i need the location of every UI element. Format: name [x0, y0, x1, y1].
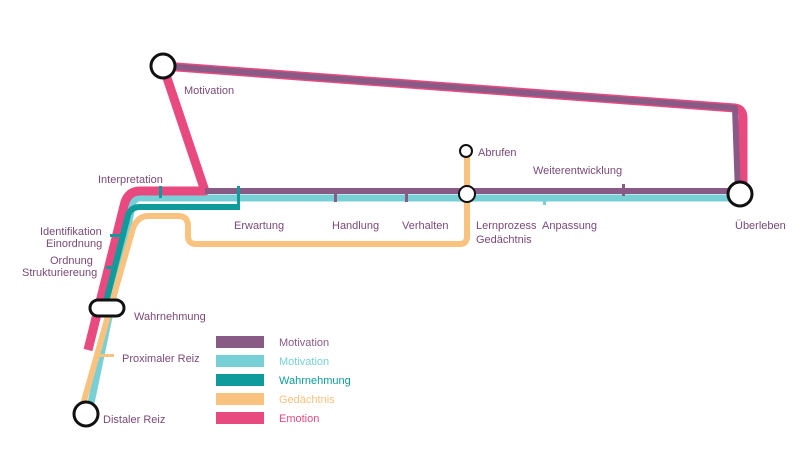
label-ordnung: Ordnung [50, 255, 93, 267]
label-wahrnehmung: Wahrnehmung [134, 311, 206, 323]
line-gedaechtnis [79, 152, 470, 409]
tick-weiterentwicklung [622, 184, 625, 196]
label-motivation: Motivation [184, 85, 234, 97]
label-anpassung: Anpassung [542, 220, 597, 232]
tick-erwartung [237, 186, 240, 210]
line-motivation-purple [162, 63, 741, 195]
station-lernprozess-node [458, 185, 476, 203]
tick-interpretation [159, 186, 162, 198]
label-erwartung: Erwartung [234, 220, 284, 232]
legend-label-motivation-cyan: Motivation [279, 356, 329, 368]
label-verhalten: Verhalten [402, 220, 448, 232]
label-lernprozess: Lernprozess [476, 220, 537, 232]
station-ueberleben-node [726, 180, 754, 208]
label-weiterentwicklung: Weiterentwicklung [533, 165, 622, 177]
legend-swatch-emotion [216, 412, 264, 424]
tick-identifikation [110, 234, 120, 237]
line-wahrnehmung [101, 204, 238, 311]
legend-label-gedaechtnis: Gedächtnis [279, 394, 335, 406]
legend-swatch-gedaechtnis [216, 393, 264, 405]
station-abrufen-node [459, 144, 473, 158]
tick-anpassung [543, 195, 546, 205]
label-gedaechtnis: Gedächtnis [476, 234, 532, 246]
tick-proximaler [100, 354, 114, 357]
legend-swatch-motivation-cyan [216, 355, 264, 367]
line-emotion [83, 61, 748, 352]
tick-handlung [334, 188, 337, 202]
label-identifikation: Identifikation [40, 226, 102, 238]
tick-ordnung [106, 266, 116, 269]
legend-label-emotion: Emotion [279, 413, 319, 425]
station-wahrnehmung-node [88, 298, 126, 318]
label-interpretation: Interpretation [98, 174, 163, 186]
label-strukturiereung: Strukturiereung [22, 267, 97, 279]
station-distaler-node [72, 400, 100, 428]
label-ueberleben: Überleben [735, 220, 786, 232]
legend-label-motivation-purple: Motivation [279, 337, 329, 349]
tick-verhalten [405, 188, 408, 202]
legend-swatch-wahrnehmung [216, 374, 264, 386]
label-distaler-reiz: Distaler Reiz [103, 414, 165, 426]
legend: Motivation Motivation Wahrnehmung Gedäch… [216, 336, 351, 425]
label-einordnung: Einordnung [46, 238, 102, 250]
station-ticks [100, 184, 625, 357]
label-proximaler-reiz: Proximaler Reiz [122, 353, 200, 365]
line-motivation-cyan [86, 194, 740, 409]
label-abrufen: Abrufen [478, 147, 517, 159]
label-handlung: Handlung [332, 220, 379, 232]
station-motivation-node [149, 52, 177, 80]
legend-label-wahrnehmung: Wahrnehmung [279, 375, 351, 387]
legend-swatch-motivation-purple [216, 336, 264, 348]
